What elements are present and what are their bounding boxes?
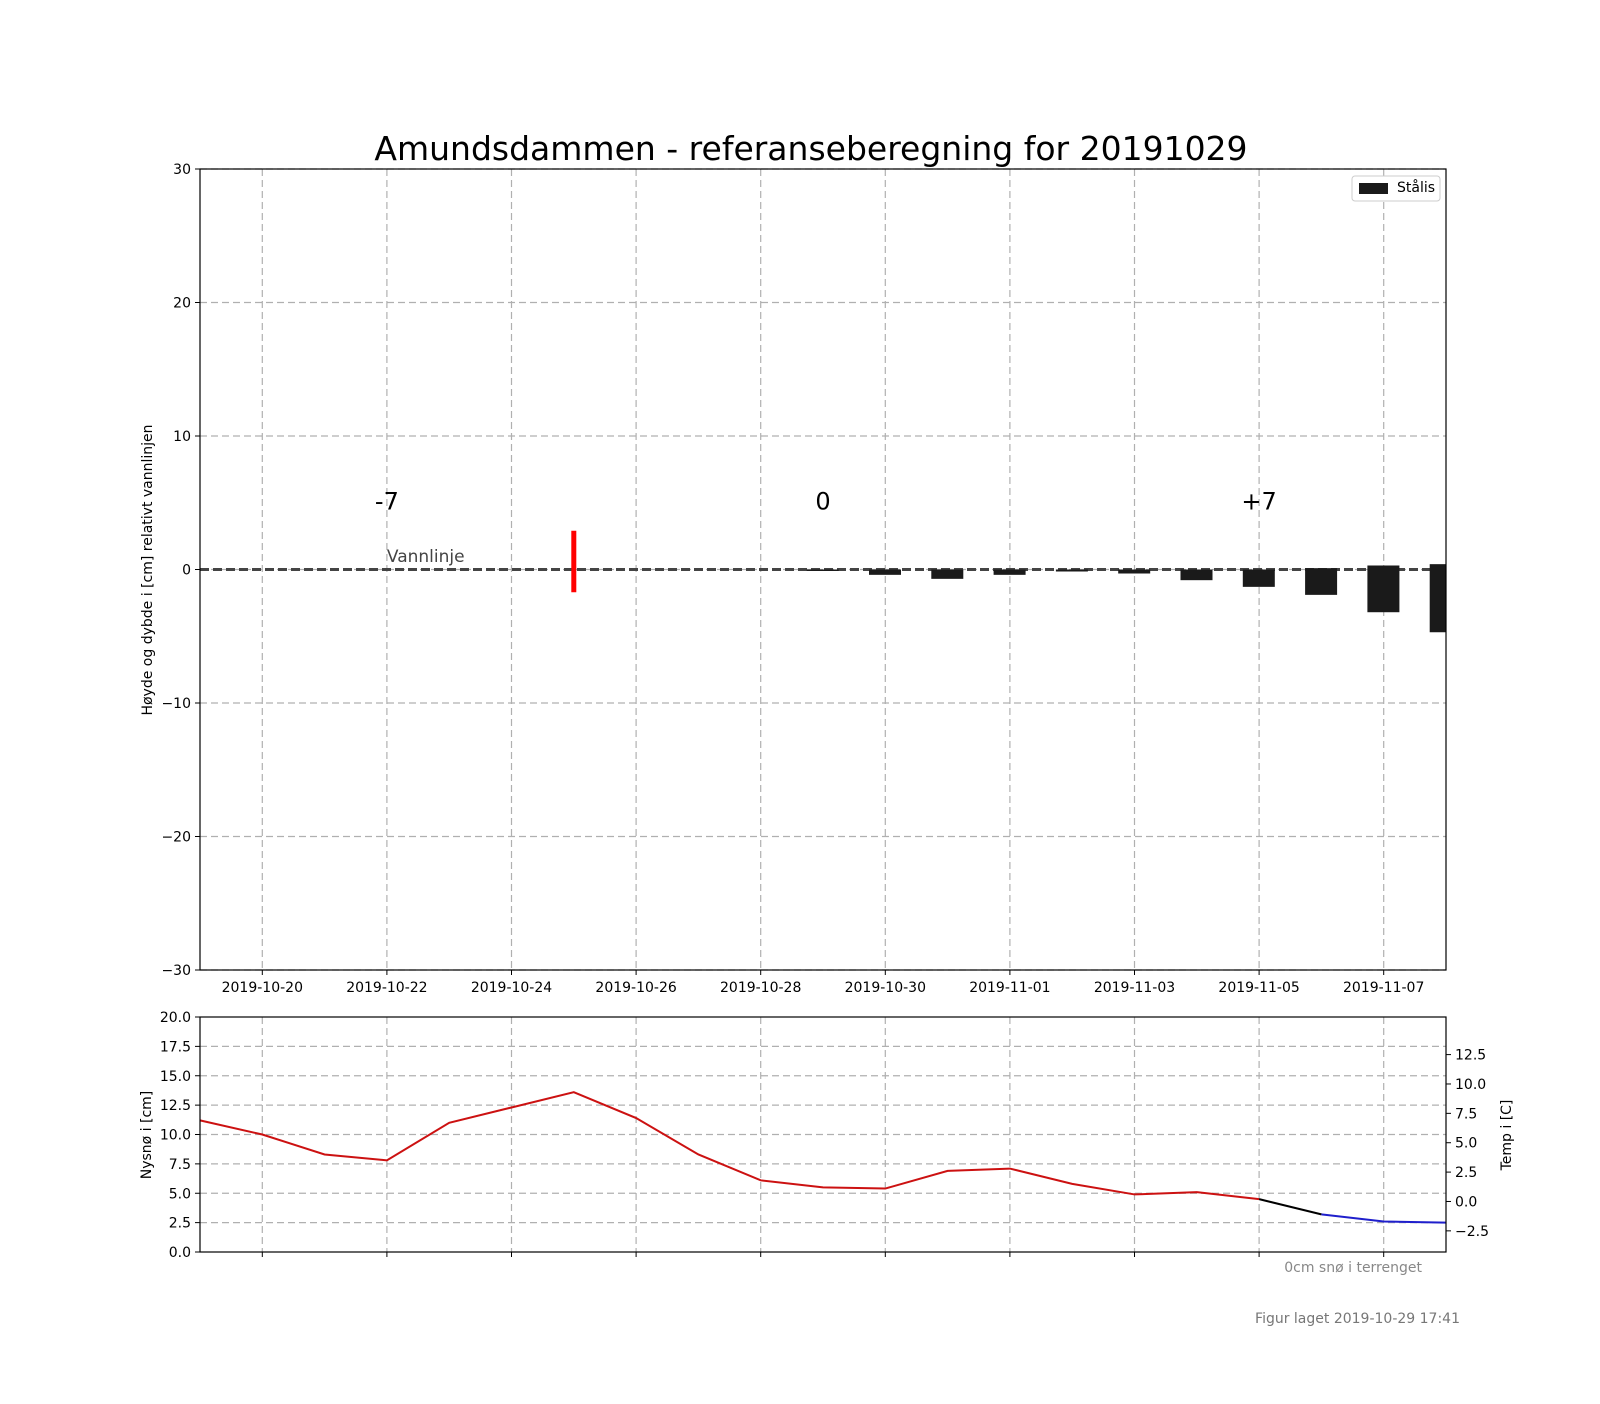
legend-box xyxy=(1351,175,1441,202)
main-ytick-label-3: 0 xyxy=(182,563,191,579)
main-y-axis-label: Høyde og dybde i [cm] relativt vannlinje… xyxy=(140,424,156,715)
lower-y2tick-label-0: −2.5 xyxy=(1455,1224,1489,1240)
figure-footer: Figur laget 2019-10-29 17:41 xyxy=(1255,1311,1460,1327)
annotation-2: +7 xyxy=(1241,487,1276,515)
bar-stalis-7 xyxy=(1242,569,1275,587)
annotation-0: -7 xyxy=(375,487,399,515)
bar-stalis-2 xyxy=(931,569,964,579)
lower-ytick-label-8: 20.0 xyxy=(160,1010,191,1026)
legend: Stålis xyxy=(1351,175,1441,202)
lower-y2tick-label-3: 5.0 xyxy=(1455,1136,1477,1152)
lower-ytick-label-3: 7.5 xyxy=(169,1157,191,1173)
lower-series-line-1 xyxy=(1258,1198,1322,1216)
lower-left-axis-label: Nysnø i [cm] xyxy=(139,1091,155,1180)
bar-stalis-1 xyxy=(869,569,901,575)
main-xtick-label-4: 2019-10-28 xyxy=(720,980,801,996)
legend-swatch-stalis xyxy=(1359,183,1388,194)
bar-stalis-8 xyxy=(1305,568,1338,595)
lower-series-line-2 xyxy=(1321,1213,1447,1224)
main-ytick-label-4: 10 xyxy=(173,429,191,445)
lower-axes: 0.0 2.5 5.0 7.5 10.0 12.5 15.0 17.5 20.0 −2.5 0.0 2… xyxy=(160,1010,1489,1261)
lower-y2tick-label-2: 2.5 xyxy=(1455,1165,1477,1181)
lower-ytick-label-0: 0.0 xyxy=(169,1245,191,1261)
bar-stalis-9 xyxy=(1367,565,1400,613)
lower-ytick-label-5: 12.5 xyxy=(160,1098,191,1114)
lower-y2tick-label-6: 12.5 xyxy=(1455,1048,1486,1064)
main-xtick-label-8: 2019-11-05 xyxy=(1218,980,1299,996)
main-marks: -7 0 +7 Vannlinje xyxy=(200,487,1446,633)
legend-label-stalis: Stålis xyxy=(1397,179,1435,196)
main-xtick-label-7: 2019-11-03 xyxy=(1094,980,1175,996)
annotation-1: 0 xyxy=(815,487,830,515)
bar-stalis-0 xyxy=(806,569,839,571)
bar-stalis-10 xyxy=(1429,564,1446,633)
lower-marks xyxy=(199,1091,1447,1224)
annotation-3: Vannlinje xyxy=(387,547,465,567)
lower-ytick-label-2: 5.0 xyxy=(169,1186,191,1202)
bar-stalis-6 xyxy=(1180,569,1213,581)
main-ytick-label-6: 30 xyxy=(173,162,191,178)
lower-y2tick-label-5: 10.0 xyxy=(1455,1077,1486,1093)
lower-y2tick-label-1: 0.0 xyxy=(1455,1194,1477,1210)
main-ytick-label-1: −20 xyxy=(161,830,191,846)
main-xtick-label-5: 2019-10-30 xyxy=(845,980,926,996)
snow-note: 0cm snø i terrenget xyxy=(1284,1260,1422,1276)
lower-grid xyxy=(200,1017,1446,1252)
main-xtick-label-6: 2019-11-01 xyxy=(969,980,1050,996)
lower-series-line-0 xyxy=(199,1091,1260,1201)
bar-stalis-4 xyxy=(1055,569,1088,572)
main-ytick-label-2: −10 xyxy=(161,696,191,712)
main-xtick-label-3: 2019-10-26 xyxy=(595,980,676,996)
main-chart-title: Amundsdammen - referanseberegning for 20… xyxy=(374,129,1247,168)
lower-right-axis-label: Temp i [C] xyxy=(1499,1100,1515,1172)
main-xtick-label-1: 2019-10-22 xyxy=(346,980,427,996)
main-ytick-label-0: −30 xyxy=(161,963,191,979)
lower-ytick-label-6: 15.0 xyxy=(160,1069,191,1085)
main-ytick-label-5: 20 xyxy=(173,296,191,312)
main-axes: −30 −20 −10 0 10 20 30 2019-10-20 2019-10-22 2019… xyxy=(161,162,1424,996)
lower-y2tick-label-4: 7.5 xyxy=(1455,1106,1477,1122)
main-xtick-label-0: 2019-10-20 xyxy=(222,980,303,996)
bar-stalis-5 xyxy=(1118,569,1151,574)
main-xtick-label-9: 2019-11-07 xyxy=(1343,980,1424,996)
lower-ytick-label-7: 17.5 xyxy=(160,1039,191,1055)
lower-ytick-label-1: 2.5 xyxy=(169,1216,191,1232)
lower-ytick-label-4: 10.0 xyxy=(160,1128,191,1144)
bar-stalis-3 xyxy=(993,569,1026,575)
main-xtick-label-2: 2019-10-24 xyxy=(471,980,552,996)
